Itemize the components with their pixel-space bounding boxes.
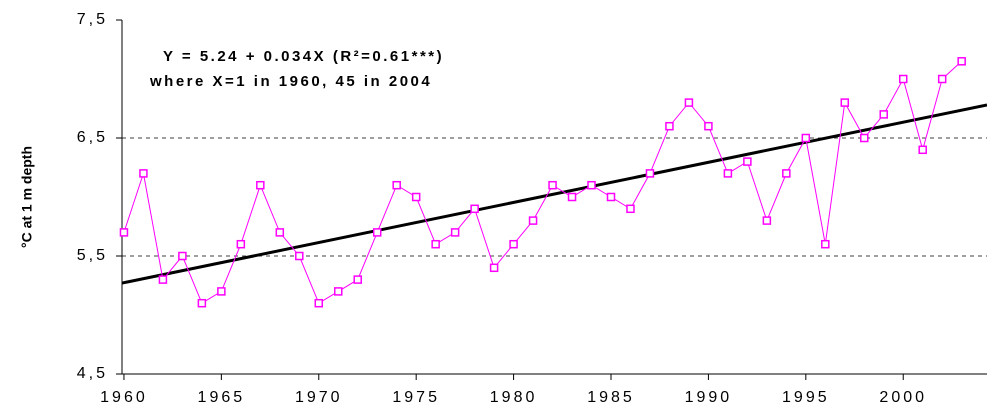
data-point: [840, 98, 850, 107]
data-point: [275, 228, 285, 237]
y-tick-label: 6,5: [77, 129, 108, 146]
data-point: [626, 204, 635, 214]
annotation: where X=1 in 1960, 45 in 2004: [149, 73, 432, 90]
data-point: [782, 169, 791, 178]
data-point: [314, 298, 324, 308]
data-point: [295, 251, 304, 261]
data-point: [684, 98, 694, 107]
data-point: [450, 228, 460, 237]
data-point: [489, 263, 499, 273]
y-tick-label: 7,5: [77, 11, 108, 28]
data-point: [606, 192, 616, 202]
annotation: Y = 5.24 + 0.034X (R²=0.61***): [163, 48, 444, 65]
data-point: [743, 157, 752, 166]
data-point: [567, 192, 577, 202]
data-point: [470, 204, 479, 214]
data-point: [762, 216, 772, 225]
x-tick-label: 1970: [295, 389, 343, 406]
x-tick-label: 1980: [490, 389, 538, 406]
x-tick-label: 1965: [198, 389, 246, 406]
data-point: [665, 121, 674, 131]
data-point: [723, 169, 733, 178]
data-point: [645, 169, 655, 178]
data-point: [178, 251, 187, 261]
data-point: [509, 239, 518, 249]
data-point: [548, 180, 557, 190]
data-point: [256, 180, 265, 190]
data-point: [957, 57, 966, 66]
data-point: [431, 239, 440, 249]
data-point: [918, 145, 927, 155]
data-point: [821, 239, 830, 249]
data-point: [119, 228, 129, 237]
y-axis-label: °C at 1 m depth: [19, 146, 35, 248]
x-tick-label: 1985: [587, 389, 635, 406]
data-point: [158, 275, 168, 284]
data-point: [801, 133, 811, 143]
data-point: [937, 74, 947, 84]
data-point: [353, 275, 362, 284]
data-point: [372, 228, 382, 237]
data-point: [236, 239, 246, 249]
trend-line: [121, 103, 987, 285]
data-point: [197, 298, 207, 308]
x-tick-label: 1995: [782, 389, 830, 406]
x-tick-label: 1975: [392, 389, 440, 406]
data-point: [704, 121, 713, 131]
data-point: [392, 180, 401, 190]
x-tick-label: 1990: [685, 389, 733, 406]
data-point: [587, 180, 596, 190]
y-tick-label: 5,5: [77, 247, 108, 264]
data-point: [528, 216, 538, 225]
x-tick-label: 2000: [879, 389, 927, 406]
data-point: [139, 169, 148, 178]
data-point: [217, 287, 226, 296]
data-point: [898, 74, 908, 84]
data-point: [860, 133, 869, 143]
data-line: [123, 60, 963, 304]
x-tick-label: 1960: [100, 389, 148, 406]
data-point: [334, 287, 343, 296]
data-point: [879, 110, 888, 119]
y-tick-label: 4,5: [77, 365, 108, 382]
data-point: [411, 192, 421, 202]
